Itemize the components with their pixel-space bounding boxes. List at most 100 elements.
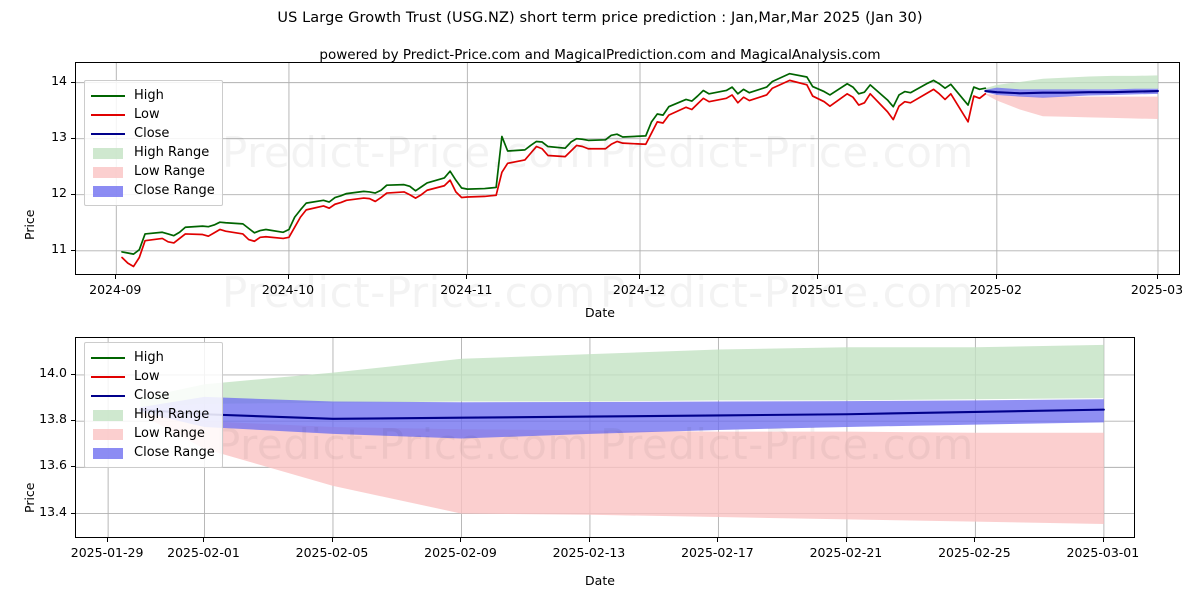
x-axis-tick-mark xyxy=(588,538,590,542)
swatch xyxy=(93,185,123,197)
top-chart-x-axis-label: Date xyxy=(585,305,615,320)
legend-item-label: Low xyxy=(134,106,160,122)
legend-patch-swatch-icon xyxy=(91,165,125,179)
y-axis-tick-mark xyxy=(71,249,75,251)
x-axis-tick-mark xyxy=(1156,275,1158,279)
legend-item-high-range[interactable]: High Range xyxy=(91,143,215,162)
x-axis-tick-label: 2025-02-05 xyxy=(295,545,369,560)
page-title: US Large Growth Trust (USG.NZ) short ter… xyxy=(277,10,923,26)
legend-item-label: High Range xyxy=(134,406,210,422)
y-axis-tick-mark xyxy=(71,373,75,375)
y-axis-tick-mark xyxy=(71,466,75,468)
x-axis-tick-mark xyxy=(717,538,719,542)
y-axis-tick-label: 13.4 xyxy=(39,503,67,519)
y-axis-tick-label: 13 xyxy=(51,128,67,144)
legend-line-swatch-icon xyxy=(91,351,125,365)
swatch xyxy=(93,166,123,178)
top-chart-canvas xyxy=(76,63,1179,274)
x-axis-tick-mark xyxy=(817,275,819,279)
legend-item-label: Low xyxy=(134,368,160,384)
swatch xyxy=(93,147,123,159)
swatch xyxy=(91,132,125,135)
bottom-chart-legend: High Low Close High Range Low Range Close Ran… xyxy=(84,342,223,468)
x-axis-tick-label: 2025-02-25 xyxy=(938,545,1011,560)
swatch xyxy=(91,94,125,97)
y-axis-tick-label: 14 xyxy=(51,72,67,88)
x-axis-tick-label: 2025-01-29 xyxy=(70,545,144,560)
legend-item-label: High Range xyxy=(134,144,210,160)
legend-item-low-range[interactable]: Low Range xyxy=(91,162,215,181)
legend-item-low-range[interactable]: Low Range xyxy=(91,424,215,443)
x-axis-tick-label: 2025-02-01 xyxy=(167,545,240,560)
x-axis-tick-mark xyxy=(639,275,640,279)
x-axis-tick-label: 2025-02-13 xyxy=(552,545,626,560)
x-axis-tick-mark xyxy=(466,275,468,279)
legend-item-close-range[interactable]: Close Range xyxy=(91,443,215,462)
top-chart-y-axis-label: Price xyxy=(22,209,37,241)
x-axis-tick-label: 2025-02-21 xyxy=(809,545,883,560)
bottom-chart-canvas xyxy=(76,338,1134,537)
bottom-chart-plot-area xyxy=(75,337,1135,538)
legend-item-low[interactable]: Low xyxy=(91,105,215,124)
y-axis-tick-mark xyxy=(71,420,75,422)
legend-item-label: Low Range xyxy=(134,425,205,441)
legend-item-label: Close Range xyxy=(134,182,215,198)
x-axis-tick-label: 2025-01 xyxy=(791,282,844,297)
x-axis-tick-label: 2025-02 xyxy=(969,282,1022,297)
y-axis-tick-mark xyxy=(71,193,75,195)
bottom-chart-panel: Price Date xyxy=(0,330,1200,600)
legend-item-high-range[interactable]: High Range xyxy=(91,405,215,424)
x-axis-tick-label: 2025-03-01 xyxy=(1066,545,1140,560)
x-axis-tick-mark xyxy=(287,275,289,279)
x-axis-tick-label: 2024-10 xyxy=(261,282,315,297)
legend-item-high[interactable]: High xyxy=(91,86,215,105)
x-axis-tick-mark xyxy=(115,275,117,279)
legend-line-swatch-icon xyxy=(91,127,125,141)
legend-item-low[interactable]: Low xyxy=(91,367,215,386)
swatch xyxy=(91,394,125,397)
legend-patch-swatch-icon xyxy=(91,446,125,460)
y-axis-tick-label: 13.6 xyxy=(39,457,67,473)
swatch xyxy=(93,428,123,440)
x-axis-tick-mark xyxy=(331,538,333,542)
x-axis-tick-mark xyxy=(974,538,976,542)
swatch xyxy=(91,356,125,359)
y-axis-tick-label: 13.8 xyxy=(39,411,67,427)
y-axis-tick-mark xyxy=(71,512,75,514)
bottom-chart-x-axis-label: Date xyxy=(585,573,615,588)
legend-patch-swatch-icon xyxy=(91,184,125,198)
legend-line-swatch-icon xyxy=(91,89,125,103)
legend-item-close[interactable]: Close xyxy=(91,386,215,405)
swatch xyxy=(91,113,125,116)
swatch xyxy=(91,375,125,378)
legend-item-label: High xyxy=(134,349,164,365)
x-axis-tick-label: 2024-11 xyxy=(440,282,493,297)
x-axis-tick-mark xyxy=(1102,538,1104,542)
legend-item-close[interactable]: Close xyxy=(91,124,215,143)
legend-item-close-range[interactable]: Close Range xyxy=(91,181,215,200)
x-axis-tick-label: 2025-02-17 xyxy=(681,545,754,560)
legend-item-label: Close xyxy=(134,125,170,141)
top-chart-plot-area xyxy=(75,62,1180,275)
legend-line-swatch-icon xyxy=(91,108,125,122)
swatch xyxy=(93,409,123,421)
x-axis-tick-label: 2024-12 xyxy=(612,282,666,297)
top-chart-legend: High Low Close High Range Low Range Close Ran… xyxy=(84,80,223,206)
x-axis-tick-mark xyxy=(203,538,205,542)
legend-item-label: Close xyxy=(134,387,170,403)
x-axis-tick-label: 2025-02-09 xyxy=(424,545,497,560)
x-axis-tick-label: 2025-03 xyxy=(1130,282,1184,297)
x-axis-tick-label: 2024-09 xyxy=(89,282,142,297)
x-axis-tick-mark xyxy=(845,538,847,542)
y-axis-tick-mark xyxy=(71,81,75,83)
legend-line-swatch-icon xyxy=(91,389,125,403)
legend-line-swatch-icon xyxy=(91,370,125,384)
legend-item-high[interactable]: High xyxy=(91,348,215,367)
legend-item-label: Low Range xyxy=(134,163,205,179)
swatch xyxy=(93,447,123,459)
x-axis-tick-mark xyxy=(460,538,462,542)
top-chart-panel: Price Date xyxy=(0,55,1200,320)
legend-item-label: Close Range xyxy=(134,444,215,460)
legend-patch-swatch-icon xyxy=(91,146,125,160)
